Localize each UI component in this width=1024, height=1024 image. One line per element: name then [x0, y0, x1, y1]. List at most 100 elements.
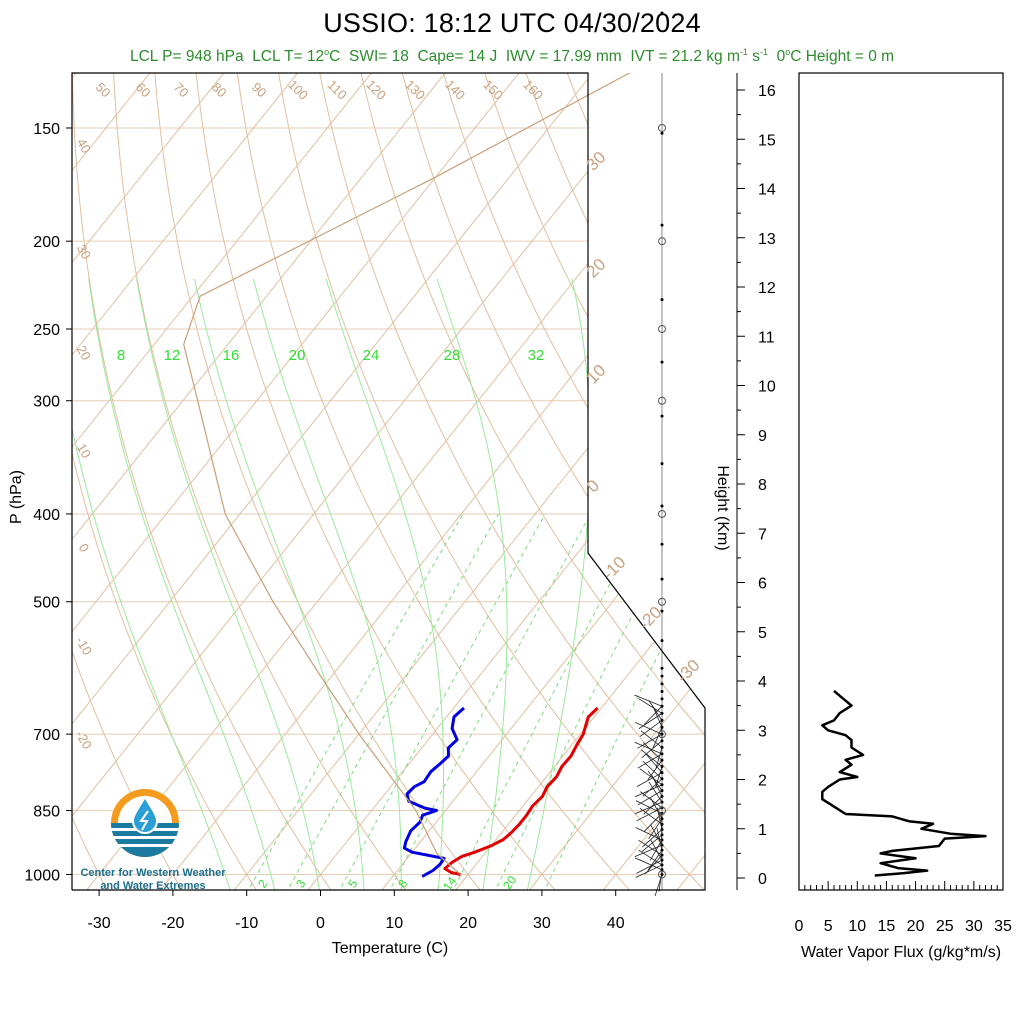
height-tick-label: 9: [758, 428, 767, 445]
temperature-tick-label: -30: [88, 915, 111, 932]
wind-barb-point: [661, 719, 664, 722]
dry-adiabat-label: 160: [520, 77, 546, 103]
height-tick-label: 3: [758, 723, 767, 740]
dry-adiabat-line: [112, 0, 409, 894]
wind-barb-point: [661, 639, 664, 642]
temperature-tick-label: -10: [235, 915, 258, 932]
dry-adiabat-label: 90: [249, 79, 270, 100]
wind-barb-point: [661, 578, 664, 581]
mixing-ratio-line: [543, 514, 728, 894]
mixing-ratio-top-label: 24: [363, 347, 380, 364]
flux-tick-label: 25: [936, 918, 954, 935]
isotherm-line: [158, 0, 898, 894]
dry-adiabat-label: 60: [133, 79, 154, 100]
mixing-ratio-top-label: 12: [164, 347, 181, 364]
flux-tick-label: 5: [824, 918, 833, 935]
dry-adiabat-line: [609, 0, 1024, 894]
dry-adiabat-line: [838, 0, 1024, 894]
mixing-ratio-bottom-label: 8: [395, 877, 410, 891]
height-tick-label: 16: [758, 83, 776, 100]
flux-tick-label: 10: [848, 918, 866, 935]
dry-adiabat-label: 150: [480, 77, 506, 103]
dry-adiabat-label: 40: [74, 136, 94, 156]
pressure-axis-label: P (hPa): [8, 470, 25, 524]
pressure-tick-label: 200: [33, 234, 60, 251]
logo-text-line2: and Water Extremes: [78, 880, 228, 892]
moist-adiabat-line: [326, 279, 444, 894]
wind-barb-point: [661, 462, 664, 465]
wind-barb-point: [661, 675, 664, 678]
dry-adiabat-line: [685, 0, 1024, 894]
wind-barb-point: [661, 224, 664, 227]
isotherm-label: -10: [599, 553, 630, 584]
isotherm-line: [0, 0, 12, 894]
height-tick-label: 0: [758, 871, 767, 888]
wind-barb: [639, 840, 662, 855]
wind-barb-point: [661, 361, 664, 364]
height-tick-label: 6: [758, 576, 767, 593]
pressure-tick-label: 700: [33, 727, 60, 744]
mixing-ratio-top-label: 28: [444, 347, 461, 364]
wind-barb: [638, 698, 662, 713]
wind-barb-point: [661, 817, 664, 820]
dry-adiabat-line: [571, 0, 1024, 894]
dry-adiabat-line: [647, 0, 1024, 894]
pressure-tick-label: 400: [33, 507, 60, 524]
wind-barb-point: [661, 752, 664, 755]
cw3e-logo: Center for Western Weather and Water Ext…: [78, 783, 228, 893]
logo-text-line1: Center for Western Weather: [78, 867, 228, 879]
wind-barb-point: [661, 298, 664, 301]
dry-adiabat-label: 50: [93, 79, 114, 100]
mixing-ratio-bottom-label: 5: [345, 877, 360, 891]
temperature-tick-label: 30: [533, 915, 551, 932]
dry-adiabat-line: [532, 0, 1024, 894]
isotherm-label: 10: [583, 361, 610, 388]
wind-barb-point: [661, 771, 664, 774]
height-tick-label: 2: [758, 773, 767, 790]
flux-profile-line: [822, 691, 985, 876]
wind-barb-point: [661, 12, 664, 15]
wind-barb-point: [661, 726, 664, 729]
isotherm-line: [10, 0, 750, 894]
mixing-ratio-bottom-label: 20: [500, 873, 519, 892]
wind-barb-point: [661, 854, 664, 857]
dry-adiabat-line: [0, 0, 34, 894]
isotherm-line: [748, 0, 1024, 894]
wind-barb-point: [661, 705, 664, 708]
mixing-ratio-bottom-label: 2: [255, 877, 270, 891]
dry-adiabat-line: [188, 0, 558, 894]
wind-barb-point: [661, 682, 664, 685]
isotherm-line: [84, 0, 824, 894]
isotherm-line: [600, 0, 1024, 894]
flux-tick-label: 20: [907, 918, 925, 935]
dry-adiabat-line: [800, 0, 1024, 894]
wind-barb-point: [661, 823, 664, 826]
wind-barb-point: [661, 765, 664, 768]
pressure-tick-label: 500: [33, 595, 60, 612]
temperature-tick-label: 40: [607, 915, 625, 932]
dry-adiabat-label: 70: [171, 79, 192, 100]
dry-adiabat-line: [341, 0, 857, 894]
wind-barb-point: [661, 712, 664, 715]
mixing-ratio-top-label: 20: [289, 347, 306, 364]
wind-barb-point: [661, 415, 664, 418]
dry-adiabat-label: -10: [73, 634, 95, 658]
isotherm-line: [231, 0, 971, 894]
temperature-tick-label: 0: [316, 915, 325, 932]
frame-layer: [66, 0, 1003, 896]
wind-barb-point: [661, 543, 664, 546]
dry-adiabat-label: 0: [76, 541, 93, 555]
wind-barb-point: [661, 783, 664, 786]
isotherm-label: -20: [635, 603, 666, 634]
dewpoint-trace: [404, 708, 464, 877]
plot-frame: [72, 73, 705, 890]
height-tick-label: 15: [758, 132, 776, 149]
wind-barb-point: [661, 801, 664, 804]
wind-barb-point: [661, 789, 664, 792]
moist-adiabat-line: [437, 279, 507, 894]
dry-adiabat-label: 10: [74, 441, 94, 461]
mixing-ratio-line: [246, 514, 463, 894]
temperature-tick-label: 10: [385, 915, 403, 932]
mixing-ratio-bottom-label: 3: [293, 877, 308, 891]
flux-tick-label: 15: [878, 918, 896, 935]
